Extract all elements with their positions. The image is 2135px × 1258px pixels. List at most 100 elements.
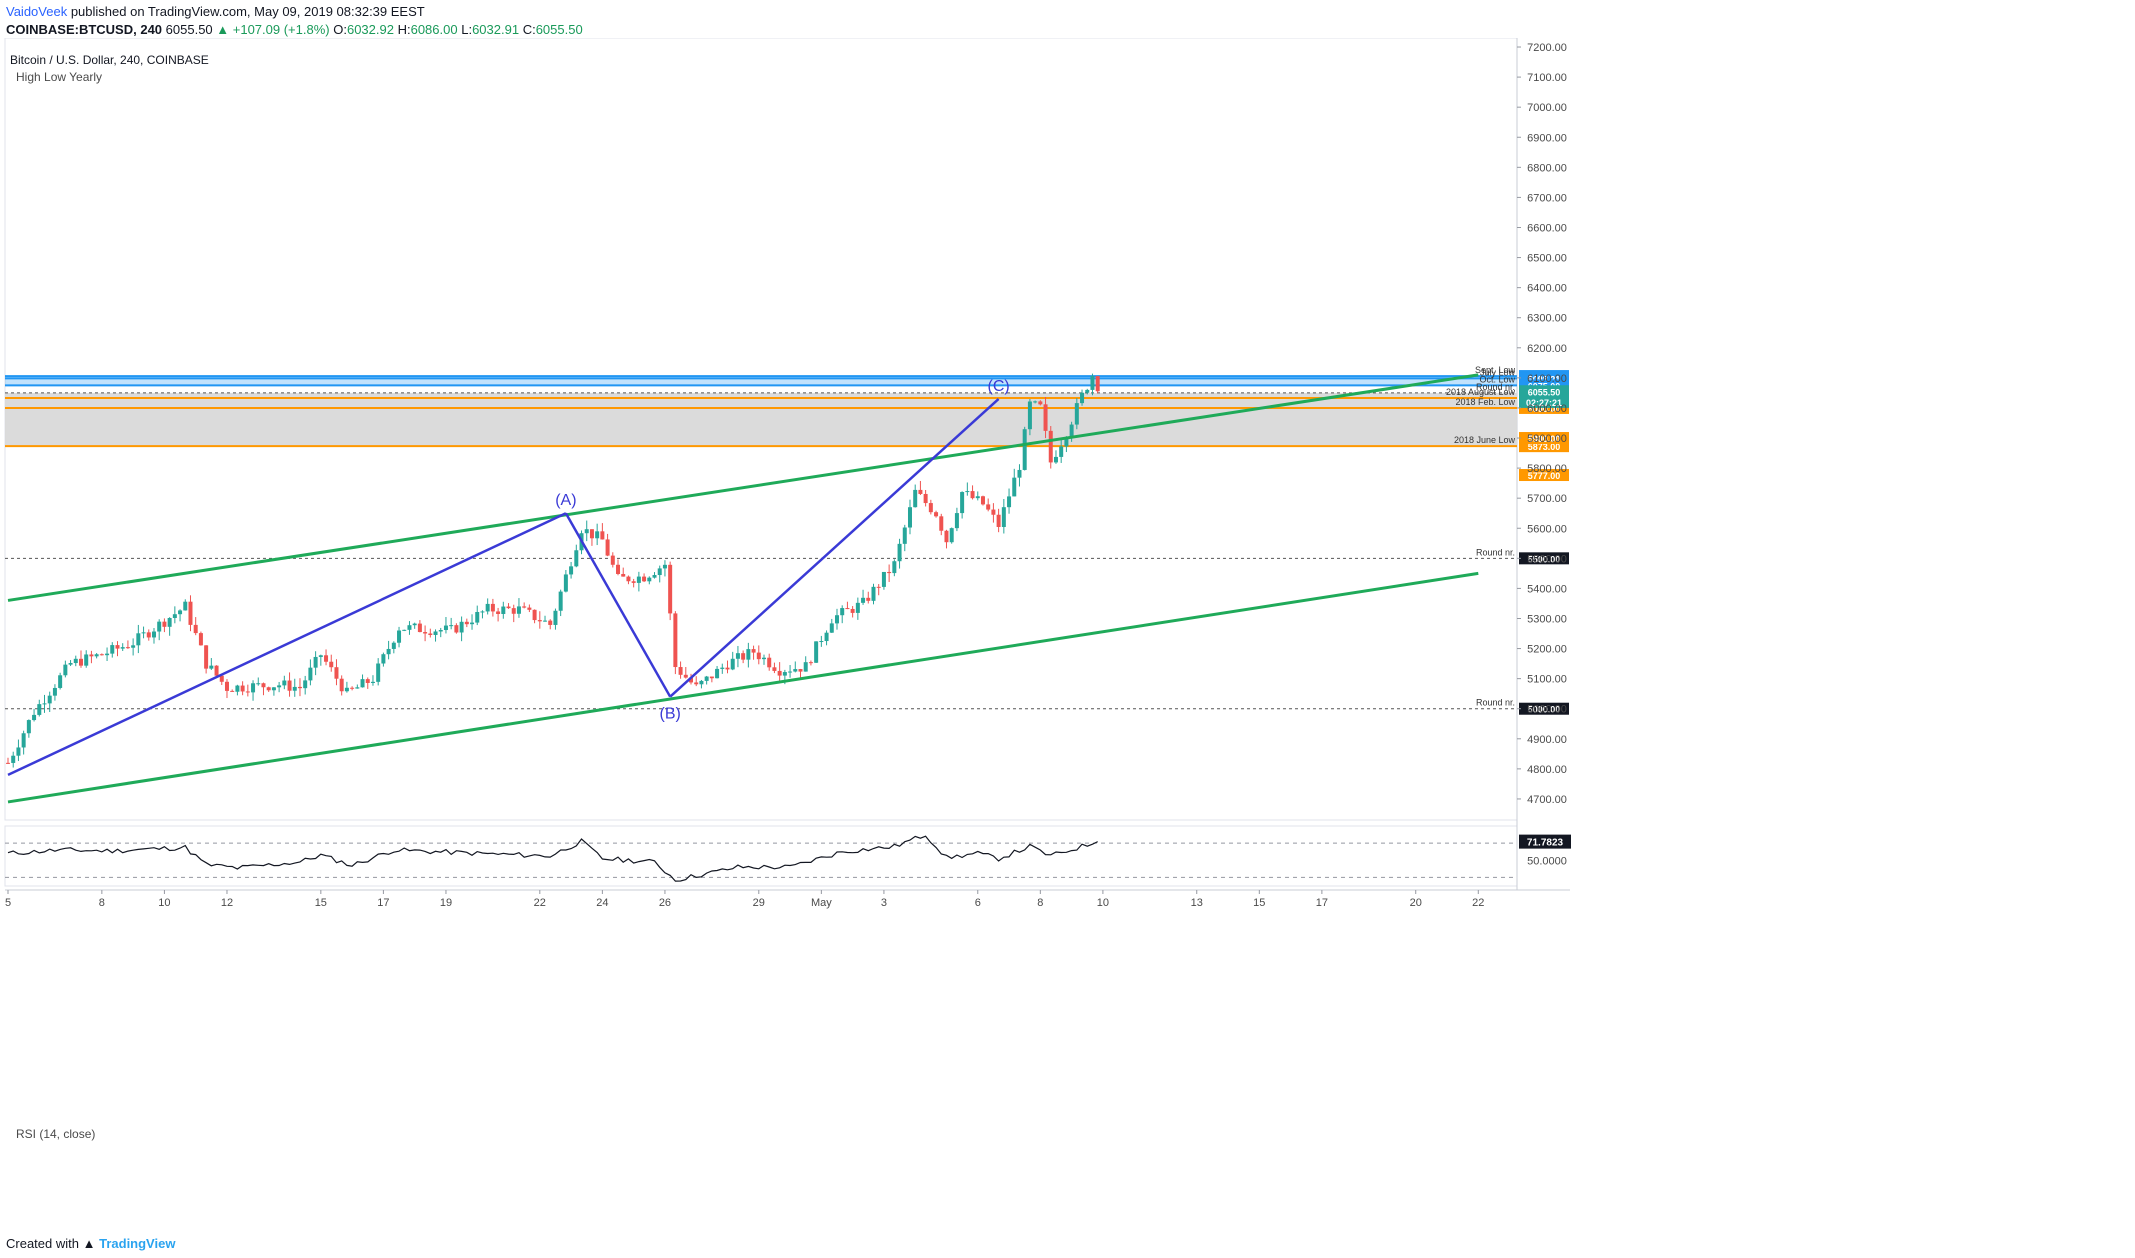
x-tick-label: 20: [1410, 897, 1422, 909]
candle-body: [485, 603, 490, 612]
candle-body: [324, 655, 329, 662]
price-tag-bg: [1519, 702, 1569, 715]
candle-body: [516, 606, 521, 614]
candle-body: [913, 489, 918, 508]
candle-body: [58, 675, 63, 688]
candle-body: [1069, 424, 1074, 438]
published-text: published on TradingView.com, May 09, 20…: [70, 4, 425, 19]
candle-body: [772, 667, 777, 671]
candle-body: [741, 653, 746, 660]
y-tick-label: 6100.00: [1527, 373, 1567, 385]
candle-body: [558, 591, 563, 611]
candle-body: [99, 654, 104, 656]
trend-lines[interactable]: (A) (B) (C): [7, 373, 1479, 804]
candle-body: [178, 610, 183, 615]
y-tick-label: 5900.00: [1527, 433, 1567, 445]
candle-body: [73, 658, 78, 664]
price-tag-bg: [1519, 552, 1569, 565]
candle-body: [412, 623, 417, 626]
channel-lower-line: [7, 571, 1479, 804]
candle-body: [725, 667, 730, 670]
x-tick-label: 15: [1253, 897, 1265, 909]
candle-body: [965, 491, 970, 493]
candle-body: [287, 680, 292, 691]
candle-body: [788, 671, 793, 673]
y-tick-label: 5800.00: [1527, 463, 1567, 475]
level-zone: [5, 392, 1517, 447]
candle-body: [1027, 401, 1032, 430]
candle-body: [68, 663, 73, 665]
candle-body: [282, 680, 287, 686]
time-axis[interactable]: 5 8 10 12 15 17 19 22 24 26 29 May 3 6 8 10 13 15 17 20 22: [5, 890, 1484, 909]
candle-body: [141, 632, 146, 634]
candle-body: [1038, 401, 1043, 405]
low-label: L:: [461, 22, 473, 37]
y-tick-label: 4700.00: [1527, 794, 1567, 806]
x-tick-label: 17: [1316, 897, 1328, 909]
price-tag-text: 6055.50: [1528, 387, 1561, 397]
price-axis[interactable]: 6106.006098.216075.006033.006000.005873.…: [1517, 42, 1569, 806]
candle-body: [423, 632, 428, 634]
candle-body: [944, 530, 949, 543]
symbol-name: COINBASE:BTCUSD, 240: [6, 22, 163, 37]
rsi-value-tag-bg: [1519, 834, 1571, 849]
price-change: ▲ +107.09 (+1.8%): [216, 22, 330, 37]
wave-segment: [564, 512, 672, 698]
candle-body: [647, 577, 652, 582]
candle-body: [464, 621, 469, 625]
candle-body: [63, 664, 68, 676]
level-label: 2018 August Low: [1446, 387, 1516, 397]
tradingview-brand[interactable]: TradingView: [99, 1236, 176, 1251]
x-tick-label: 6: [975, 897, 981, 909]
candle-body: [928, 503, 933, 513]
candle-body: [704, 676, 709, 681]
candle-body: [662, 564, 667, 569]
y-tick-label: 5700.00: [1527, 493, 1567, 505]
candle-body: [334, 667, 339, 679]
candle-body: [850, 608, 855, 613]
high-value: 6086.00: [410, 22, 458, 37]
author-link[interactable]: VaidoVeek: [6, 4, 68, 19]
candle-body: [350, 687, 355, 689]
candle-body: [610, 555, 615, 565]
candle-body: [907, 507, 912, 528]
candle-body: [136, 633, 141, 646]
candle-body: [47, 695, 52, 704]
x-tick-label: 29: [753, 897, 765, 909]
x-tick-label: 13: [1191, 897, 1203, 909]
created-with-text: Created with: [6, 1236, 79, 1251]
candle-body: [209, 665, 214, 669]
candle-body: [689, 677, 694, 683]
candle-body: [277, 685, 282, 688]
candle-body: [694, 682, 699, 685]
candle-body: [261, 683, 266, 688]
candle-body: [271, 687, 276, 691]
candle-body: [480, 611, 485, 613]
candle-body: [32, 714, 37, 721]
candle-body: [214, 665, 219, 676]
candle-body: [543, 620, 548, 622]
candle-body: [11, 755, 16, 763]
open-label: O:: [333, 22, 347, 37]
candle-body: [600, 531, 605, 540]
y-tick-label: 7100.00: [1527, 72, 1567, 84]
price-tag-text: 5873.00: [1528, 442, 1561, 452]
candle-body: [678, 667, 683, 675]
candle-body: [563, 574, 568, 592]
candle-body: [720, 667, 725, 669]
x-tick-label: 19: [440, 897, 452, 909]
candle-body: [616, 564, 621, 574]
level-label: 2018 Feb. Low: [1455, 397, 1515, 407]
price-tag-text: 6000.00: [1528, 404, 1561, 414]
high-label: H:: [397, 22, 411, 37]
candle-body: [496, 611, 501, 614]
candle-body: [188, 601, 193, 625]
candle-body: [595, 531, 600, 539]
candle-body: [386, 648, 391, 655]
candle-body: [438, 630, 443, 632]
candle-body: [584, 529, 589, 534]
candle-body: [1090, 376, 1095, 390]
x-tick-label: 26: [659, 897, 671, 909]
wave-segment: [669, 397, 1000, 698]
